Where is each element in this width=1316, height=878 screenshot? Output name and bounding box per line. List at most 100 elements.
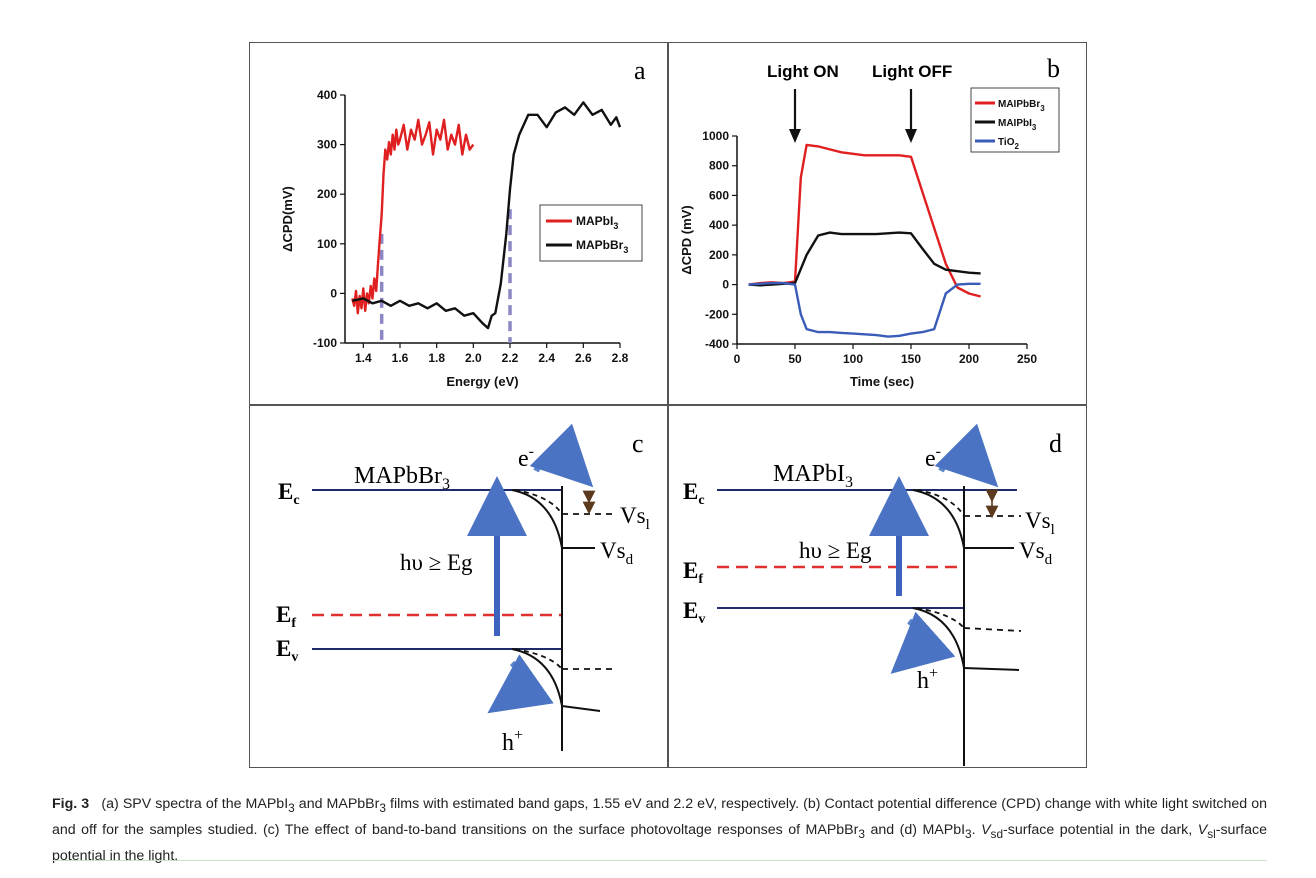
y-tick-label-a-2: 100 (317, 237, 337, 251)
band-diagram-d: d MAPbI3 Ec Ef Ev hυ ≥ Eg e- h+ (683, 423, 1062, 766)
x-tick-label-a-4: 2.2 (502, 351, 519, 365)
caption-label: Fig. 3 (52, 796, 90, 812)
panel-a: a -100 0 100 200 300 400 1.4 1.6 1.8 2.0 2.2 2.4 2.6… (249, 42, 668, 405)
hole-transfer-arrow-c (487, 654, 554, 714)
y-axis-label-a: ΔCPD(mV) (280, 186, 295, 252)
vsl-label-d: Vsl (1025, 508, 1055, 538)
caption-text-7: -surface potential in the light. (52, 821, 1267, 864)
x-tick-label-b-2: 100 (843, 352, 863, 366)
excitation-label-c: hυ ≥ Eg (400, 550, 473, 575)
vb-dark-line-c (561, 705, 601, 712)
legend-label-b-0: MAIPbBr3 (998, 99, 1045, 113)
ec-label-d: Ec (683, 479, 705, 508)
band-diagram-c: c MAPbBr3 Ec Ef Ev hυ ≥ Eg e- h+ (276, 423, 650, 756)
electron-transfer-arrow-c (529, 423, 594, 488)
vsd-label-c: Vsd (600, 538, 634, 568)
caption-sub-4: 3 (965, 826, 972, 841)
cb-bending-dark-c (511, 489, 563, 549)
legend-label-a-0: MAPbI3 (576, 214, 618, 231)
hole-transfer-arrow-d (890, 611, 956, 674)
electron-transfer-arrow-d (934, 423, 999, 488)
caption-text-1: (a) SPV spectra of the MAPbI (101, 796, 289, 812)
hole-label-c: h+ (502, 727, 523, 756)
light-arrow-head-b-0 (789, 129, 801, 143)
axes-b: -400 -200 0 200 400 600 800 1000 0 50 100 150 200 250… (679, 129, 1037, 389)
legend-a: MAPbI3 MAPbBr3 (539, 204, 643, 262)
caption-var-vsd-sub: sd (990, 826, 1004, 841)
figure-caption: Fig. 3 (a) SPV spectra of the MAPbI3 and… (52, 793, 1267, 867)
ef-label-d: Ef (683, 558, 703, 587)
y-tick-label-b-7: 1000 (702, 129, 729, 143)
caption-text-4: and (d) MAPbI (864, 821, 966, 838)
y-tick-label-b-1: -200 (705, 307, 729, 321)
x-tick-label-a-1: 1.6 (392, 351, 409, 365)
material-label-c: MAPbBr3 (354, 463, 450, 493)
cb-bending-dark-d (912, 489, 965, 549)
series-line-a-0 (351, 118, 475, 315)
material-label-d: MAPbI3 (773, 461, 853, 491)
figure-3: a -100 0 100 200 300 400 1.4 1.6 1.8 2.0 2.2 2.4 2.6… (249, 42, 1087, 768)
caption-var-vsl-sub: sl (1207, 826, 1216, 841)
y-axis-label-b: ΔCPD (mV) (679, 205, 694, 274)
panel-c: c MAPbBr3 Ec Ef Ev hυ ≥ Eg e- h+ (249, 405, 668, 768)
x-tick-label-a-0: 1.4 (355, 351, 372, 365)
light-off-label: Light OFF (872, 62, 952, 81)
panel-letter-c: c (632, 429, 644, 458)
series-line-b-1 (748, 231, 981, 287)
y-tick-label-b-5: 600 (709, 188, 729, 202)
cb-bending-light-c (514, 489, 563, 515)
vb-dark-line-d (963, 667, 1020, 671)
light-on-label: Light ON (767, 62, 839, 81)
legend-label-a-1: MAPbBr3 (576, 238, 628, 255)
caption-var-vsd: V (981, 821, 991, 838)
vsd-label-d: Vsd (1019, 538, 1053, 568)
legend-b: MAIPbBr3 MAIPbI3 TiO2 (970, 87, 1060, 153)
y-tick-label-b-2: 0 (722, 278, 729, 292)
vb-light-line-d (963, 627, 1022, 632)
caption-var-vsl: V (1197, 821, 1208, 838)
chart-a: a -100 0 100 200 300 400 1.4 1.6 1.8 2.0 2.2 2.4 2.6… (280, 56, 646, 389)
electron-label-c: e- (518, 443, 534, 472)
legend-label-b-1: MAIPbI3 (998, 118, 1037, 132)
ev-label-c: Ev (276, 636, 298, 665)
x-tick-label-b-4: 200 (959, 352, 979, 366)
hole-label-d: h+ (917, 665, 938, 694)
y-tick-label-a-5: 400 (317, 88, 337, 102)
caption-text-6: -surface potential in the dark, (1003, 821, 1198, 838)
y-tick-label-a-3: 200 (317, 187, 337, 201)
caption-text-5: . (971, 821, 982, 838)
plot-area-b (748, 89, 981, 338)
vsl-label-c: Vsl (620, 503, 650, 533)
caption-sub-2: 3 (379, 800, 386, 815)
y-tick-label-a-1: 0 (330, 286, 337, 300)
x-tick-label-a-5: 2.4 (538, 351, 555, 365)
panel-b: b Light ON Light OFF -400 -200 0 200 400 600 8… (668, 42, 1087, 405)
series-line-b-0 (748, 143, 981, 298)
caption-text-2: and MAPbBr (294, 796, 380, 812)
caption-sub-1: 3 (288, 800, 295, 815)
y-tick-label-b-6: 800 (709, 159, 729, 173)
plot-area-a (351, 101, 622, 343)
ec-label-c: Ec (278, 479, 300, 508)
x-tick-label-a-3: 2.0 (465, 351, 482, 365)
x-tick-label-a-2: 1.8 (428, 351, 445, 365)
y-tick-label-a-4: 300 (317, 138, 337, 152)
panel-d: d MAPbI3 Ec Ef Ev hυ ≥ Eg e- h+ (668, 405, 1087, 768)
caption-sub-3: 3 (858, 826, 865, 841)
x-axis-label-b: Time (sec) (850, 374, 914, 389)
x-tick-label-a-7: 2.8 (612, 351, 629, 365)
chart-b: b Light ON Light OFF -400 -200 0 200 400 600 8… (679, 54, 1060, 389)
legend-label-b-2: TiO2 (998, 137, 1019, 151)
light-arrow-head-b-1 (905, 129, 917, 143)
panel-letter-a: a (634, 56, 646, 85)
excitation-label-d: hυ ≥ Eg (799, 538, 872, 563)
ef-label-c: Ef (276, 602, 296, 631)
x-tick-label-a-6: 2.6 (575, 351, 592, 365)
x-tick-label-b-3: 150 (901, 352, 921, 366)
x-tick-label-b-1: 50 (788, 352, 802, 366)
caption-divider (52, 860, 1267, 861)
ev-label-d: Ev (683, 598, 705, 627)
cb-bending-light-d (916, 489, 965, 517)
series-line-a-1 (352, 101, 622, 330)
y-tick-label-b-4: 400 (709, 218, 729, 232)
